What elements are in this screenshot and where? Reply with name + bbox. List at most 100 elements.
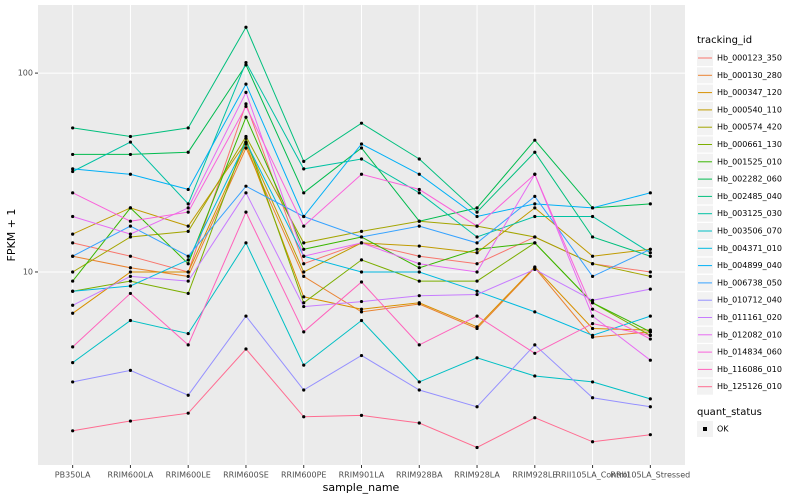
data-point	[475, 210, 479, 214]
data-point	[533, 150, 537, 154]
data-point	[417, 157, 421, 161]
data-point	[71, 429, 75, 433]
data-point	[648, 270, 652, 274]
data-point	[359, 318, 364, 323]
data-point	[128, 134, 133, 139]
x-tick-label: RRIM600SE	[223, 471, 269, 480]
data-point	[71, 254, 75, 258]
data-point	[590, 214, 595, 219]
x-axis-title: sample_name	[323, 481, 400, 494]
data-point	[359, 280, 364, 284]
data-point	[71, 303, 75, 307]
data-point	[302, 270, 306, 274]
data-point	[417, 270, 421, 274]
data-point	[648, 314, 652, 318]
data-point	[359, 142, 364, 146]
data-point	[71, 167, 75, 171]
data-point	[71, 270, 75, 274]
data-point	[128, 206, 133, 210]
data-point	[244, 136, 248, 140]
data-point	[302, 241, 306, 245]
data-point	[244, 241, 248, 245]
legend-label: Hb_125126_010	[717, 382, 782, 391]
data-point	[648, 254, 652, 258]
x-tick-label: RRIM901LA	[339, 471, 385, 480]
x-tick-label: RRIM600LA	[108, 471, 154, 480]
legend-label: Hb_002282_060	[717, 175, 782, 184]
x-tick-label: RRIM928BA	[396, 471, 443, 480]
data-point	[302, 274, 306, 279]
data-point	[359, 229, 364, 233]
data-point	[128, 266, 133, 270]
data-point	[475, 270, 479, 274]
data-point	[71, 126, 75, 130]
data-point	[302, 262, 306, 266]
data-point	[244, 184, 248, 188]
data-point	[302, 191, 306, 195]
legend-label: OK	[717, 425, 729, 434]
data-point	[302, 167, 306, 171]
x-tick-label: RRII105LA_Control	[556, 471, 630, 480]
legend-label: Hb_003125_030	[717, 209, 782, 218]
y-axis-title: FPKM + 1	[5, 209, 18, 262]
data-point	[475, 206, 479, 210]
legend-label: Hb_006738_050	[717, 278, 782, 287]
legend-label: Hb_002485_040	[717, 192, 782, 201]
data-point	[186, 229, 190, 233]
data-point	[186, 343, 190, 347]
data-point	[186, 187, 190, 192]
legend-label: Hb_000574_420	[717, 123, 782, 132]
data-point	[244, 104, 248, 109]
data-point	[128, 274, 133, 279]
legend-label: Hb_004371_010	[717, 244, 782, 253]
data-point	[590, 254, 595, 258]
data-point	[648, 337, 652, 341]
data-point	[244, 140, 248, 144]
data-point	[533, 267, 537, 272]
data-point	[71, 289, 75, 293]
data-point	[128, 368, 133, 372]
data-point	[648, 202, 652, 206]
data-point	[648, 333, 652, 337]
data-point	[590, 396, 595, 400]
data-point	[359, 235, 364, 239]
data-point	[417, 388, 421, 392]
data-point	[128, 140, 133, 144]
data-point	[533, 202, 537, 206]
legend-title: tracking_id	[697, 35, 752, 46]
legend-label: Hb_012082_010	[717, 330, 782, 339]
data-point	[244, 25, 248, 29]
data-point	[533, 214, 537, 219]
data-point	[186, 150, 190, 154]
data-point	[186, 254, 190, 258]
data-point	[128, 318, 133, 323]
data-point	[302, 388, 306, 392]
data-point	[244, 102, 248, 106]
x-tick-label: RRIM928LA	[454, 471, 500, 480]
data-point	[533, 194, 537, 198]
data-point	[71, 380, 75, 384]
data-point	[244, 90, 248, 94]
data-point	[648, 274, 652, 279]
data-point	[417, 219, 421, 223]
data-point	[417, 279, 421, 283]
data-point	[417, 266, 421, 270]
data-point	[128, 419, 133, 423]
x-tick-label: RRII105LA_Stressed	[610, 471, 690, 480]
data-point	[590, 206, 595, 210]
data-point	[244, 82, 248, 86]
data-point	[71, 169, 75, 174]
data-point	[302, 247, 306, 251]
data-point	[71, 214, 75, 219]
data-point	[71, 311, 75, 315]
legend-label: Hb_010712_040	[717, 296, 782, 305]
data-point	[244, 63, 248, 67]
data-point	[475, 214, 479, 219]
data-point	[590, 235, 595, 239]
data-point	[533, 416, 537, 420]
data-point	[648, 247, 652, 251]
data-point	[533, 235, 537, 239]
data-point	[359, 146, 364, 150]
data-point	[359, 172, 364, 176]
legend-label: Hb_000123_350	[717, 54, 782, 63]
